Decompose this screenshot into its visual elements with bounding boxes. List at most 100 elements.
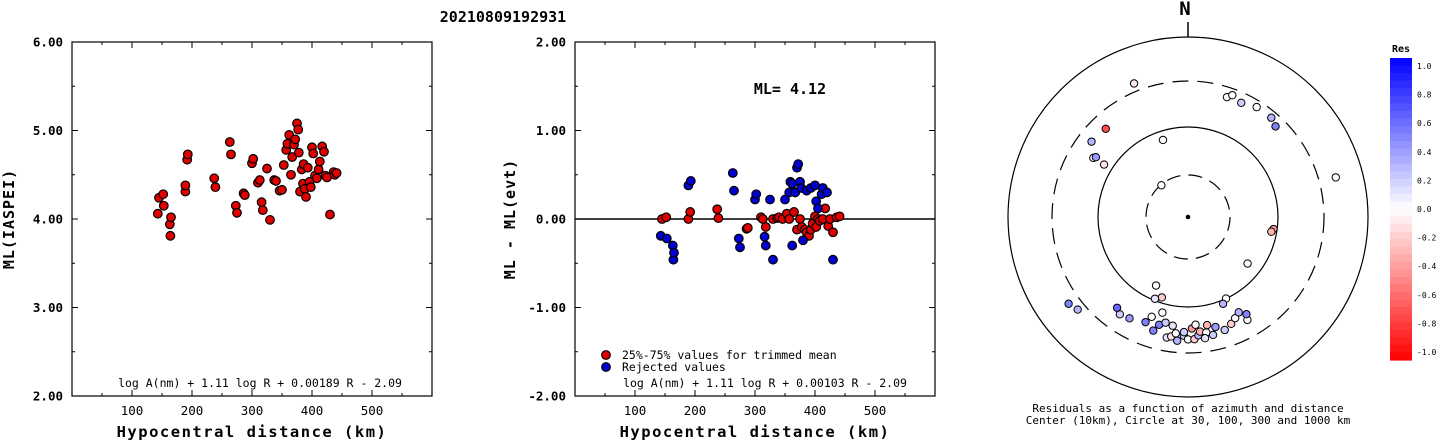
ring-30km [1145, 174, 1231, 260]
residual-point [1151, 281, 1161, 290]
y-tick-label: 3.00 [33, 300, 63, 315]
data-point [795, 214, 805, 224]
residual-point [1202, 320, 1212, 330]
y-tick-label: -1.00 [528, 300, 566, 315]
residual-point [1157, 181, 1166, 190]
residual-point [1267, 113, 1276, 122]
residual-point [1226, 319, 1236, 329]
colorbar-segment [1390, 224, 1412, 233]
residual-point [1243, 259, 1252, 268]
residual-point [1157, 293, 1167, 302]
colorbar-segment [1390, 193, 1412, 203]
colorbar-tick-label: 0.2 [1417, 176, 1432, 185]
x-tick-label: 500 [864, 403, 887, 418]
data-point [787, 178, 798, 189]
ml-annotation: ML= 4.12 [754, 80, 826, 98]
magnitude-formula: log A(nm) + 1.11 log R + 0.00189 R - 2.0… [118, 376, 402, 390]
map-caption-line2: Center (10km), Circle at 30, 100, 300 an… [1026, 414, 1351, 427]
event-id-title: 20210809192931 [440, 8, 566, 26]
x-tick-label: 400 [301, 403, 324, 418]
residual-point [1150, 294, 1160, 303]
colorbar-segment [1390, 292, 1412, 301]
legend-marker [601, 362, 611, 372]
data-point [759, 231, 770, 242]
colorbar-tick-label: 0.6 [1417, 119, 1432, 128]
data-point [784, 214, 795, 224]
data-point [209, 173, 220, 184]
x-tick-label: 100 [121, 403, 144, 418]
data-point [331, 168, 342, 178]
data-point [789, 207, 799, 217]
residual-point [1179, 327, 1189, 337]
residual-point [1228, 91, 1237, 100]
y-tick-label: 6.00 [33, 35, 63, 50]
x-tick-label: 300 [241, 403, 264, 418]
colorbar-segment [1390, 88, 1412, 97]
data-point [780, 194, 790, 205]
data-point [226, 149, 236, 160]
x-axis-label: Hypocentral distance (km) [620, 423, 891, 441]
colorbar-segment [1390, 65, 1412, 74]
data-point [685, 207, 696, 217]
data-point [293, 147, 304, 158]
data-point [793, 159, 804, 170]
colorbar-segment [1390, 118, 1412, 127]
data-point [661, 233, 672, 244]
data-point [757, 214, 768, 224]
data-point [813, 203, 823, 214]
residual-point [1172, 336, 1182, 345]
data-point [256, 197, 267, 208]
north-label: N [1179, 0, 1190, 20]
residual-point [1208, 330, 1218, 340]
y-tick-label: 2.00 [33, 389, 63, 404]
residual-point [1200, 334, 1210, 343]
colorbar-segment [1390, 141, 1412, 150]
data-point [760, 240, 771, 251]
y-tick-label: -2.00 [528, 389, 566, 404]
colorbar-segment [1390, 171, 1412, 180]
residual-point [1242, 310, 1251, 319]
data-point [760, 222, 771, 232]
data-point [158, 200, 169, 211]
colorbar-segment [1390, 201, 1412, 210]
data-point [308, 148, 319, 159]
residual-point [1168, 321, 1177, 330]
data-point [798, 235, 808, 246]
colorbar-segment [1390, 103, 1412, 112]
colorbar-segment [1390, 276, 1412, 286]
y-tick-label: 0.00 [536, 212, 566, 227]
data-point [765, 194, 775, 205]
residual-point [1087, 137, 1096, 146]
colorbar-segment [1390, 322, 1412, 331]
residual-point [1099, 160, 1109, 169]
colorbar-segment [1390, 307, 1412, 316]
data-point [735, 242, 745, 253]
colorbar-segment [1390, 239, 1412, 248]
residual-point [1073, 305, 1082, 314]
data-point [254, 175, 265, 185]
colorbar-segment [1390, 216, 1412, 225]
legend-entry: Rejected values [622, 360, 726, 374]
colorbar-segment [1390, 156, 1412, 165]
data-point [834, 211, 845, 222]
residual-point [1331, 173, 1340, 182]
colorbar-title: Res [1392, 44, 1410, 55]
ring-300km [1051, 80, 1325, 354]
data-point [302, 162, 313, 173]
x-tick-label: 400 [804, 403, 827, 418]
data-point [729, 185, 739, 196]
colorbar-segment [1390, 58, 1412, 67]
data-point [685, 176, 696, 186]
colorbar-tick-label: -0.2 [1417, 234, 1436, 243]
data-point [278, 160, 289, 170]
legend-entry: 25%-75% values for trimmed mean [622, 348, 837, 362]
data-point [325, 209, 335, 220]
data-point [232, 207, 242, 218]
colorbar-tick-label: 0.8 [1417, 91, 1432, 100]
residual-point [1112, 303, 1122, 312]
colorbar-segment [1390, 209, 1412, 218]
colorbar-tick-label: -1.0 [1417, 348, 1436, 357]
data-point [661, 212, 672, 223]
colorbar-segment [1390, 337, 1412, 346]
